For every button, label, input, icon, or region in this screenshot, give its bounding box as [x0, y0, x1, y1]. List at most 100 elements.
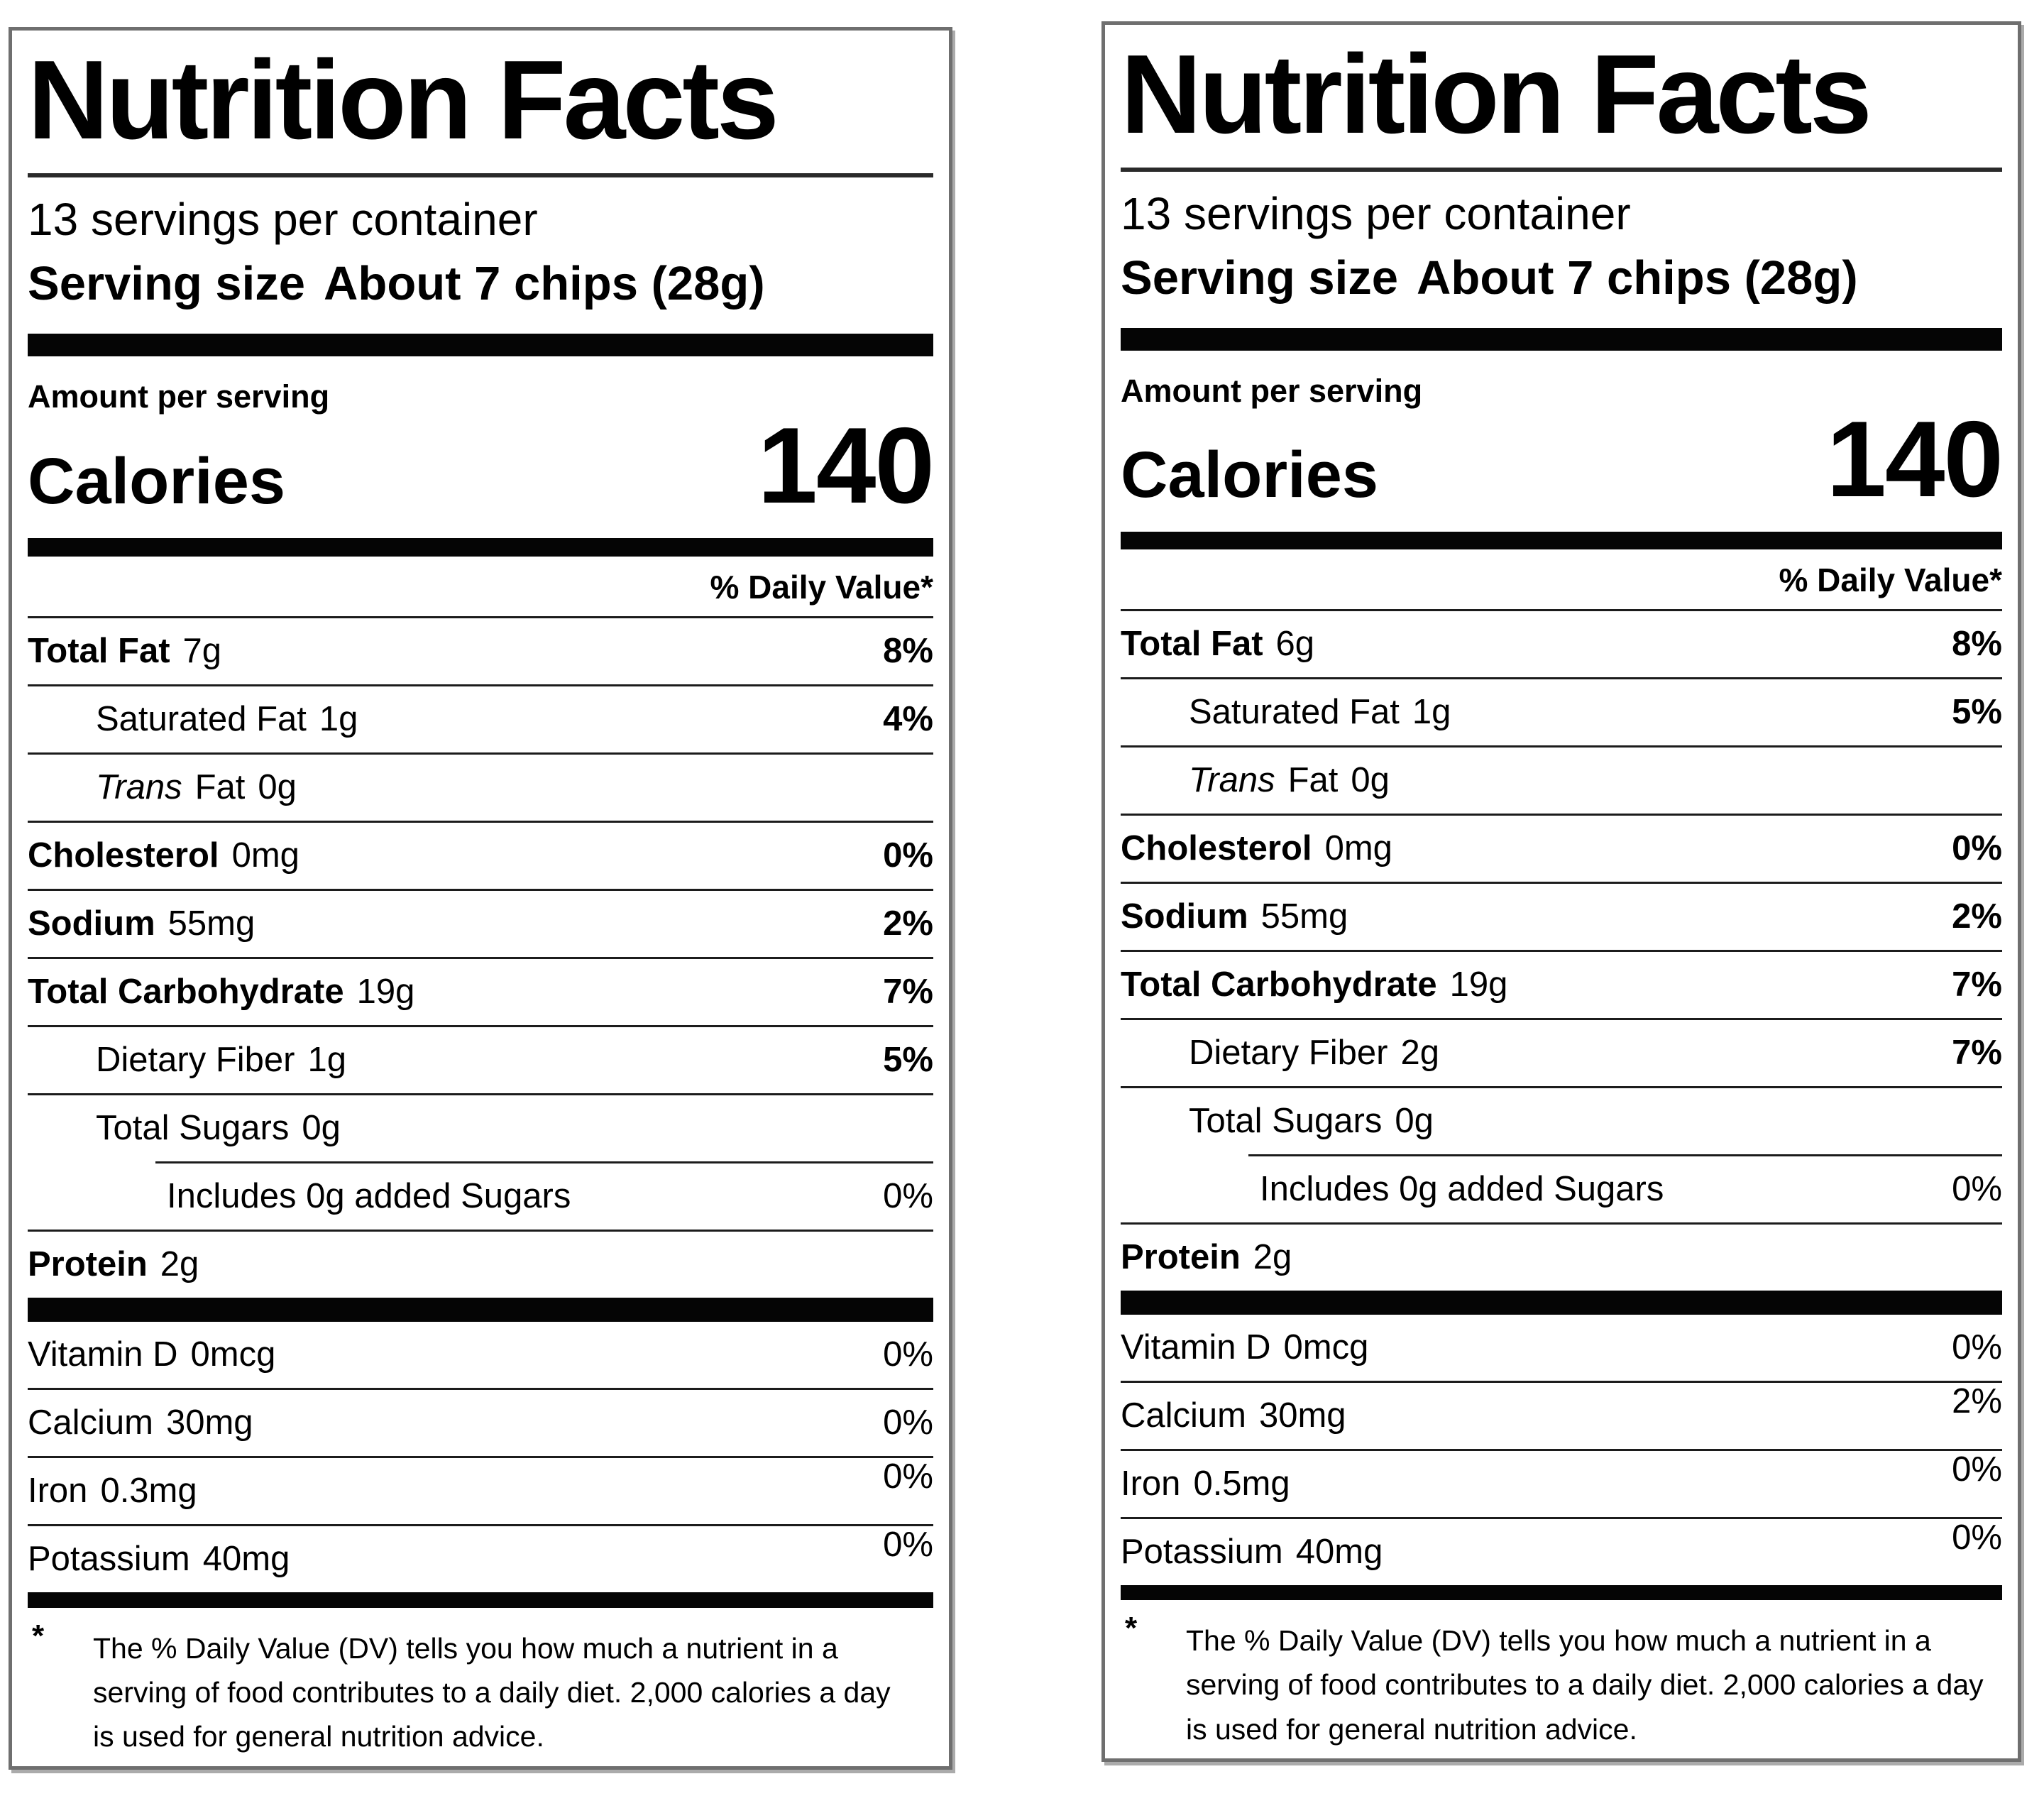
nutrient-name: Fat: [194, 767, 246, 806]
nutrient-cell: Protein 2g: [1121, 1240, 1292, 1275]
nutrient-cell: Dietary Fiber 2g: [1189, 1036, 1439, 1071]
nutrient-cell: Potassium 40mg: [1121, 1532, 1383, 1571]
nutrient-name-italic: Trans: [1189, 761, 1275, 800]
nutrient-row-trans-fat: Trans Fat 0g: [28, 752, 933, 821]
vitamin-row-potassium: Potassium 40mg 0%: [1121, 1516, 2002, 1585]
vitamin-row-iron: Iron 0.5mg 0%: [1121, 1448, 2002, 1517]
nutrient-row-total-carbohydrate: Total Carbohydrate 19g 7%: [1121, 950, 2002, 1018]
nutrient-cell: Calcium 30mg: [1121, 1398, 1346, 1433]
nutrient-cell: Total Carbohydrate 19g: [1121, 968, 1507, 1002]
divider-bar-thin: [28, 1592, 933, 1608]
divider-bar-medium: [28, 537, 933, 557]
nutrient-name: Vitamin D: [28, 1335, 178, 1374]
vitamin-row-vitamin-d: Vitamin D 0mcg 0%: [1121, 1315, 2002, 1381]
nutrient-pct: 5%: [883, 1040, 933, 1079]
vitamin-row-vitamin-d: Vitamin D 0mcg 0%: [28, 1322, 933, 1388]
nutrient-name: Calcium: [1121, 1396, 1246, 1435]
nutrient-cell: Total Fat 6g: [1121, 627, 1314, 662]
nutrient-name: Total Fat: [28, 631, 170, 670]
nutrient-name: Dietary Fiber: [96, 1040, 295, 1079]
nutrient-amount: 40mg: [202, 1539, 290, 1578]
nutrient-cell: Sodium 55mg: [28, 906, 255, 941]
nutrient-cell: Iron 0.5mg: [1121, 1466, 1290, 1501]
nutrient-row-total-carbohydrate: Total Carbohydrate 19g 7%: [28, 956, 933, 1025]
nutrient-pct: 0%: [1952, 1327, 2002, 1367]
title-rule: [28, 173, 933, 178]
nutrient-row-total-fat: Total Fat 6g 8%: [1121, 609, 2002, 677]
amount-per-serving-label: Amount per serving: [1121, 372, 1423, 409]
nutrient-cell: Trans Fat 0g: [1189, 763, 1390, 798]
amount-per-serving-label: Amount per serving: [28, 378, 330, 415]
nutrient-row-cholesterol: Cholesterol 0mg 0%: [1121, 814, 2002, 882]
nutrient-amount: 19g: [1449, 965, 1508, 1004]
footnote-marker: *: [1125, 1611, 1138, 1646]
servings-per-container: 13 servings per container: [28, 194, 538, 246]
nutrient-cell: Dietary Fiber 1g: [96, 1040, 346, 1079]
nutrient-amount: 1g: [1412, 693, 1451, 732]
nutrient-row-saturated-fat: Saturated Fat 1g 5%: [1121, 677, 2002, 745]
nutrient-amount: 0g: [258, 767, 297, 806]
label-title: Nutrition Facts: [1121, 32, 1872, 157]
nutrient-pct: 2%: [1952, 1381, 2002, 1420]
nutrient-amount: 0mg: [231, 836, 300, 875]
nutrient-amount: 7g: [182, 631, 222, 670]
nutrient-cell: Total Sugars 0g: [1189, 1104, 1434, 1139]
divider-bar-thick: [28, 1297, 933, 1322]
nutrient-pct: 0%: [883, 1335, 933, 1374]
nutrient-name: Total Sugars: [1189, 1102, 1383, 1141]
vitamin-row-calcium: Calcium 30mg 2%: [1121, 1380, 2002, 1449]
nutrient-cell: Iron 0.3mg: [28, 1471, 197, 1510]
calories-row: Calories 140: [28, 412, 935, 520]
nutrient-name-italic: Trans: [96, 767, 182, 806]
nutrient-amount: 55mg: [1260, 897, 1348, 936]
nutrient-name: Potassium: [1121, 1532, 1283, 1571]
nutrient-name: Total Carbohydrate: [28, 972, 344, 1011]
indented-separator: [1248, 1154, 2002, 1157]
nutrient-pct: 2%: [883, 904, 933, 943]
footnote-text: The % Daily Value (DV) tells you how muc…: [1186, 1624, 1984, 1746]
nutrient-pct: 8%: [883, 631, 933, 670]
nutrient-amount: 30mg: [165, 1403, 253, 1442]
nutrient-pct: 5%: [1952, 693, 2002, 732]
nutrient-row-added-sugars: Includes 0g added Sugars 0%: [1121, 1156, 2002, 1222]
label-title: Nutrition Facts: [28, 38, 779, 163]
nutrient-cell: Includes 0g added Sugars: [1260, 1172, 1664, 1207]
nutrient-amount: 0mg: [1324, 829, 1392, 868]
nutrient-pct: 0%: [883, 1457, 933, 1496]
footnote-text: The % Daily Value (DV) tells you how muc…: [93, 1631, 891, 1753]
nutrition-label-left: Nutrition Facts 13 servings per containe…: [9, 27, 952, 1770]
nutrient-amount: 0.3mg: [100, 1471, 197, 1510]
footnote: * The % Daily Value (DV) tells you how m…: [28, 1608, 933, 1759]
nutrient-pct: 0%: [1952, 829, 2002, 868]
nutrient-name: Dietary Fiber: [1189, 1034, 1388, 1073]
vitamin-row-potassium: Potassium 40mg 0%: [28, 1523, 933, 1592]
nutrient-name: Vitamin D: [1121, 1327, 1271, 1367]
divider-bar-thick: [1121, 328, 2002, 351]
nutrient-cell: Protein 2g: [28, 1247, 199, 1282]
nutrient-amount: 19g: [356, 972, 415, 1011]
nutrient-amount: 2g: [160, 1244, 199, 1283]
nutrient-pct: 2%: [1952, 897, 2002, 936]
serving-size-row: Serving size About 7 chips (28g): [28, 256, 933, 311]
vitamin-row-calcium: Calcium 30mg 0%: [28, 1387, 933, 1456]
nutrient-amount: 0g: [1351, 761, 1390, 800]
serving-size-value: About 7 chips (28g): [1417, 251, 1858, 305]
serving-size-label: Serving size: [28, 257, 306, 311]
nutrient-pct: 7%: [1952, 1034, 2002, 1073]
nutrient-pct: 0%: [883, 1403, 933, 1442]
nutrient-name: Fat: [1287, 761, 1339, 800]
calories-label: Calories: [28, 444, 286, 518]
nutrient-name: Total Carbohydrate: [1121, 965, 1437, 1004]
nutrient-row-protein: Protein 2g: [28, 1229, 933, 1298]
nutrient-cell: Saturated Fat 1g: [1189, 695, 1451, 730]
nutrient-cell: Cholesterol 0mg: [1121, 831, 1392, 866]
serving-size-label: Serving size: [1121, 251, 1399, 305]
nutrient-pct: 7%: [883, 972, 933, 1011]
nutrient-row-added-sugars: Includes 0g added Sugars 0%: [28, 1163, 933, 1230]
nutrient-pct: 0%: [883, 1176, 933, 1215]
nutrient-pct: 0%: [883, 1525, 933, 1564]
indented-separator: [155, 1161, 933, 1163]
nutrient-pct: 7%: [1952, 965, 2002, 1004]
nutrient-row-total-sugars: Total Sugars 0g: [1121, 1086, 2002, 1154]
nutrient-cell: Vitamin D 0mcg: [1121, 1330, 1368, 1365]
